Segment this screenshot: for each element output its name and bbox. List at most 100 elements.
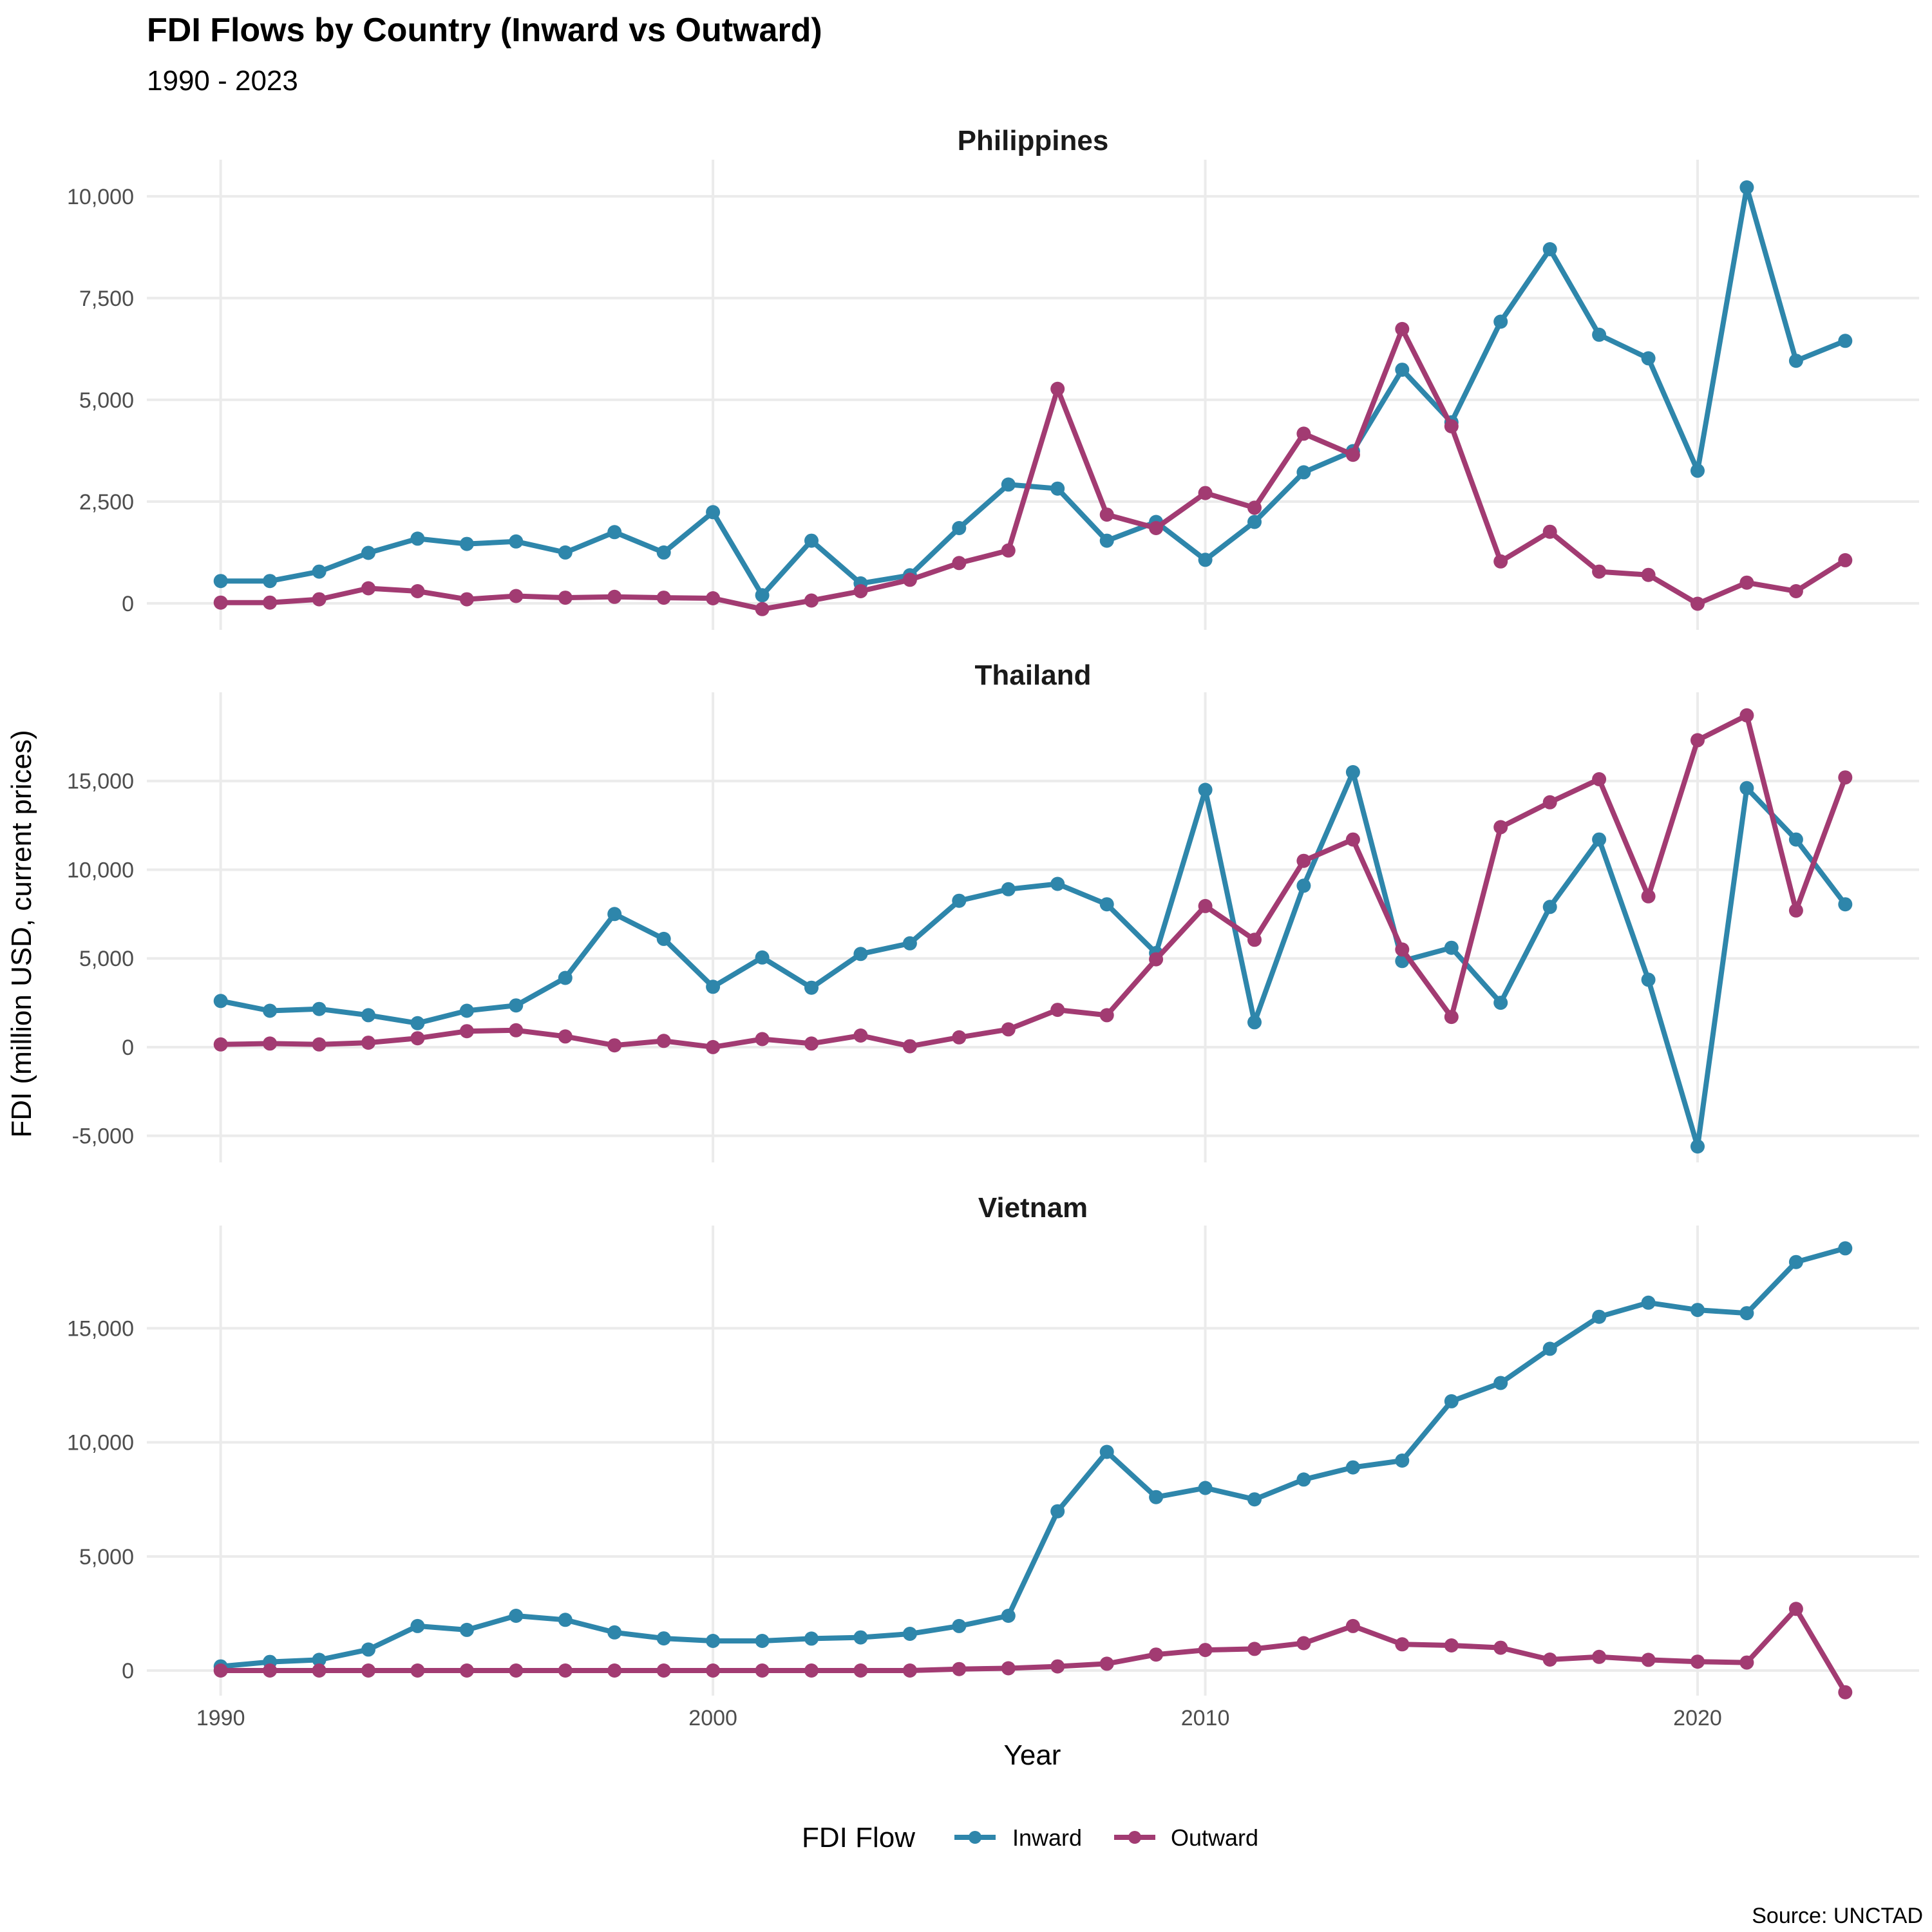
data-point-thailand-outward: [1788, 903, 1803, 918]
x-axis: 1990 2000 2010 2020: [196, 1706, 1722, 1730]
data-point-thailand-outward: [1542, 795, 1557, 810]
data-point-philippines-outward: [459, 592, 474, 607]
legend-label-inward: Inward: [1012, 1824, 1082, 1851]
y-tick-label: 10,000: [67, 1431, 134, 1455]
data-point-vietnam-inward: [1641, 1295, 1656, 1310]
series-line-philippines-outward: [218, 326, 1848, 612]
data-point-philippines-outward: [656, 591, 671, 605]
data-point-vietnam-outward: [1838, 1685, 1853, 1700]
data-point-thailand-outward: [706, 1039, 721, 1054]
data-point-thailand-inward: [558, 971, 573, 985]
panels: Philippines02,5005,0007,50010,000Thailan…: [67, 125, 1919, 1700]
series-line-vietnam-outward: [218, 1606, 1848, 1695]
y-tick-label: -5,000: [72, 1124, 134, 1149]
panel-vietnam: Vietnam 0 5,000 10,000 15,000: [67, 1192, 1919, 1700]
data-point-thailand-inward: [1739, 781, 1754, 795]
data-point-vietnam-outward: [312, 1663, 327, 1678]
y-tick-label: 10,000: [67, 858, 134, 882]
data-point-vietnam-inward: [1149, 1490, 1164, 1504]
data-point-vietnam-inward: [1838, 1241, 1853, 1256]
data-point-philippines-inward: [1739, 180, 1754, 194]
y-tick-label: 0: [122, 1659, 134, 1683]
y-tick-label: 5,000: [79, 388, 134, 413]
data-point-philippines-outward: [1050, 381, 1065, 396]
data-point-philippines-inward: [607, 525, 622, 540]
data-point-philippines-outward: [263, 595, 278, 610]
data-point-thailand-inward: [213, 994, 228, 1009]
data-point-vietnam-inward: [1493, 1376, 1508, 1390]
data-point-philippines-outward: [509, 589, 524, 603]
data-point-philippines-inward: [1788, 354, 1803, 368]
data-point-thailand-inward: [1444, 940, 1459, 955]
data-point-thailand-inward: [509, 998, 524, 1013]
y-tick-label: 5,000: [79, 1545, 134, 1569]
data-point-vietnam-outward: [1247, 1642, 1262, 1656]
data-point-thailand-inward: [459, 1003, 474, 1018]
data-point-philippines-outward: [1444, 419, 1459, 433]
y-tick-label: 10,000: [67, 185, 134, 209]
data-point-philippines-outward: [952, 556, 967, 571]
data-point-thailand-outward: [459, 1024, 474, 1039]
data-point-thailand-outward: [1198, 898, 1213, 913]
data-point-thailand-outward: [361, 1036, 375, 1050]
x-tick-label: 2010: [1181, 1706, 1230, 1730]
data-point-vietnam-inward: [1395, 1454, 1410, 1468]
data-point-philippines-outward: [1001, 543, 1016, 558]
data-point-vietnam-inward: [656, 1631, 671, 1646]
series-vietnam-inward: [213, 1241, 1853, 1674]
data-point-vietnam-outward: [1050, 1659, 1065, 1674]
data-point-philippines-outward: [804, 593, 819, 608]
data-point-philippines-inward: [804, 533, 819, 548]
series-vietnam-outward: [213, 1602, 1853, 1700]
data-point-vietnam-inward: [853, 1630, 868, 1645]
data-point-philippines-outward: [558, 591, 573, 605]
data-point-thailand-outward: [1838, 770, 1853, 785]
data-point-vietnam-outward: [1739, 1655, 1754, 1670]
data-point-vietnam-outward: [755, 1663, 770, 1678]
data-point-vietnam-inward: [312, 1653, 327, 1667]
data-point-philippines-outward: [1395, 321, 1410, 336]
data-point-thailand-inward: [410, 1016, 425, 1030]
data-point-philippines-outward: [1690, 596, 1705, 611]
y-tick-label: 2,500: [79, 490, 134, 515]
data-point-philippines-outward: [1542, 524, 1557, 539]
data-point-thailand-inward: [1493, 996, 1508, 1010]
data-point-thailand-inward: [1641, 972, 1656, 987]
series-line-vietnam-inward: [218, 1245, 1848, 1669]
data-point-thailand-inward: [263, 1003, 278, 1018]
data-point-thailand-outward: [902, 1039, 917, 1054]
data-point-vietnam-inward: [1050, 1504, 1065, 1519]
data-point-vietnam-outward: [1788, 1602, 1803, 1616]
data-point-thailand-outward: [1690, 733, 1705, 748]
data-point-vietnam-inward: [410, 1618, 425, 1633]
data-point-thailand-inward: [853, 947, 868, 961]
data-point-thailand-inward: [1001, 882, 1016, 896]
data-point-vietnam-inward: [1444, 1394, 1459, 1408]
data-point-philippines-inward: [1001, 477, 1016, 492]
data-point-philippines-outward: [1838, 553, 1853, 567]
series-philippines-outward: [213, 321, 1853, 616]
data-point-vietnam-inward: [902, 1627, 917, 1641]
data-point-philippines-inward: [952, 521, 967, 535]
data-point-philippines-inward: [1690, 463, 1705, 478]
data-point-vietnam-inward: [1788, 1255, 1803, 1269]
data-point-philippines-outward: [312, 592, 327, 607]
x-tick-label: 2000: [688, 1706, 737, 1730]
data-point-thailand-outward: [1444, 1010, 1459, 1025]
data-point-thailand-outward: [755, 1032, 770, 1046]
data-point-thailand-outward: [1739, 708, 1754, 723]
data-point-thailand-outward: [1641, 889, 1656, 904]
data-point-philippines-outward: [755, 601, 770, 616]
panel-title-vietnam: Vietnam: [978, 1192, 1088, 1224]
data-point-vietnam-outward: [558, 1663, 573, 1678]
data-point-vietnam-outward: [706, 1663, 721, 1678]
data-point-philippines-outward: [853, 584, 868, 598]
y-tick-label: 15,000: [67, 770, 134, 794]
panel-title-thailand: Thailand: [975, 659, 1092, 691]
data-point-vietnam-outward: [952, 1662, 967, 1676]
data-point-thailand-inward: [1099, 897, 1114, 912]
data-point-vietnam-outward: [1641, 1653, 1656, 1667]
legend-key-inward-point: [969, 1831, 981, 1844]
series-philippines-inward: [213, 180, 1853, 603]
data-point-thailand-outward: [1050, 1003, 1065, 1018]
